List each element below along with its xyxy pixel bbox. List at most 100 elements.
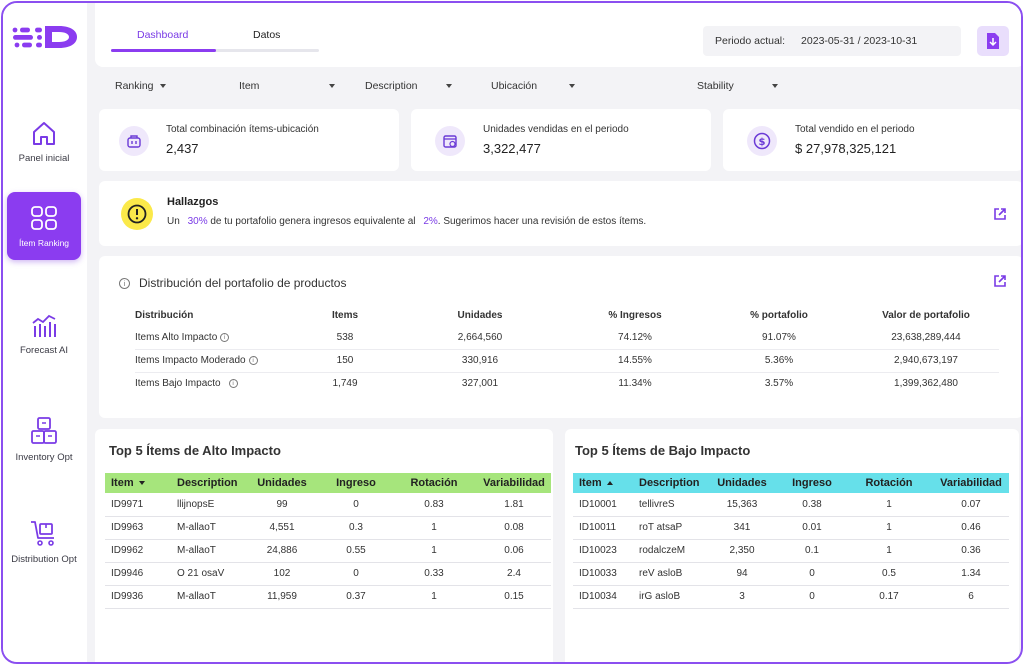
distribution-table: Distribución Items Unidades % Ingresos %… — [135, 304, 999, 395]
download-icon — [987, 33, 999, 49]
table-row[interactable]: ID10001 tellivreS 15,363 0.38 1 0.07 — [573, 493, 1009, 517]
table-cell: 0.15 — [477, 585, 551, 609]
column-header: Unidades — [457, 309, 503, 321]
tab-indicator — [111, 49, 319, 52]
table-cell: 0.33 — [391, 562, 477, 586]
table-header-row: Item Description Unidades Ingreso Rotaci… — [573, 473, 1009, 493]
row-label: Items Impacto Moderado — [135, 355, 246, 366]
table-cell: ID9971 — [105, 493, 171, 517]
table-row[interactable]: ID9936 M-allaoT 11,959 0.37 1 0.15 — [105, 585, 551, 609]
table-cell: 0.38 — [779, 493, 845, 517]
sidebar-item-label: Forecast AI — [19, 344, 69, 356]
table-cell: 0.1 — [779, 539, 845, 563]
column-header[interactable]: Unidades — [717, 477, 767, 489]
distribution-title: Distribución del portafolio de productos — [139, 276, 347, 290]
filter-stability[interactable]: Stability — [697, 80, 778, 92]
column-header: Distribución — [135, 309, 194, 321]
findings-highlight: 2% — [423, 216, 438, 227]
table-cell: 74.12% — [565, 326, 705, 350]
table-cell: 330,916 — [395, 349, 565, 373]
table-cell: O 21 osaV — [171, 562, 243, 586]
column-header: Items — [331, 309, 359, 321]
table-cell: 1 — [391, 516, 477, 540]
sidebar-item-panel-inicial[interactable]: Panel inicial — [7, 107, 81, 175]
table-cell: 0 — [779, 585, 845, 609]
kpi-value: 2,437 — [166, 141, 199, 156]
kpi-label: Unidades vendidas en el periodo — [483, 124, 629, 135]
table-row[interactable]: ID10034 irG asloB 3 0 0.17 6 — [573, 585, 1009, 609]
table-row[interactable]: ID9963 M-allaoT 4,551 0.3 1 0.08 — [105, 516, 551, 540]
cart-icon — [31, 520, 54, 546]
table-cell: 150 — [295, 349, 395, 373]
filter-item[interactable]: Item — [239, 80, 336, 92]
period-value: 2023-05-31 / 2023-10-31 — [801, 35, 918, 47]
info-icon[interactable]: i — [220, 332, 230, 342]
period-display: Periodo actual: 2023-05-31 / 2023-10-31 — [703, 26, 961, 56]
external-link-icon[interactable] — [993, 274, 1007, 288]
sort-header-item[interactable]: Item — [573, 473, 633, 493]
tab-datos[interactable]: Datos — [253, 29, 281, 41]
table-cell: 24,886 — [243, 539, 321, 563]
column-header[interactable]: Ingreso — [336, 477, 376, 489]
sort-desc-icon — [138, 481, 145, 486]
column-header[interactable]: Rotación — [410, 477, 458, 489]
download-button[interactable] — [977, 26, 1009, 56]
table-cell: 0.17 — [845, 585, 933, 609]
column-header[interactable]: Variabilidad — [940, 477, 1002, 489]
table-cell: 2.4 — [477, 562, 551, 586]
column-header[interactable]: Description — [639, 477, 700, 489]
distribution-card: i Distribución del portafolio de product… — [99, 256, 1021, 418]
svg-text:$: $ — [759, 137, 766, 148]
external-link-icon[interactable] — [993, 207, 1007, 221]
table-cell: 91.07% — [705, 326, 853, 350]
column-header[interactable]: Ingreso — [792, 477, 832, 489]
sort-header-item[interactable]: Item — [105, 473, 171, 493]
sidebar-item-distribution-opt[interactable]: Distribution Opt — [7, 507, 81, 575]
table-cell: ID9936 — [105, 585, 171, 609]
chevron-down-icon — [445, 84, 452, 88]
column-header[interactable]: Description — [177, 477, 238, 489]
table-cell: 15,363 — [705, 493, 779, 517]
kpi-value: 3,322,477 — [483, 141, 541, 156]
table-row[interactable]: ID9971 llijnopsE 99 0 0.83 1.81 — [105, 493, 551, 517]
table-cell: 6 — [933, 585, 1009, 609]
table-row[interactable]: ID10033 reV asloB 94 0 0.5 1.34 — [573, 562, 1009, 586]
sidebar-item-forecast-ai[interactable]: Forecast AI — [7, 299, 81, 367]
table-cell: ID10011 — [573, 516, 633, 540]
column-header[interactable]: Unidades — [257, 477, 307, 489]
kpi-card-units: Unidades vendidas en el periodo 3,322,47… — [411, 109, 711, 171]
table-row[interactable]: ID9946 O 21 osaV 102 0 0.33 2.4 — [105, 562, 551, 586]
kpi-label: Total combinación ítems-ubicación — [166, 124, 319, 135]
sidebar-item-item-ranking[interactable]: Ítem Ranking — [7, 192, 81, 260]
column-header: % portafolio — [750, 309, 808, 321]
sidebar-item-inventory-opt[interactable]: Inventory Opt — [7, 405, 81, 473]
column-header[interactable]: Rotación — [865, 477, 913, 489]
table-row[interactable]: ID10023 rodalczeM 2,350 0.1 1 0.36 — [573, 539, 1009, 563]
tab-dashboard[interactable]: Dashboard — [137, 29, 189, 41]
table-cell: 0.46 — [933, 516, 1009, 540]
kpi-card-combinations: Total combinación ítems-ubicación 2,437 — [99, 109, 399, 171]
filter-ranking[interactable]: Ranking — [115, 80, 224, 92]
table-row[interactable]: ID9962 M-allaoT 24,886 0.55 1 0.06 — [105, 539, 551, 563]
table-cell: irG asloB — [633, 585, 705, 609]
forecast-icon — [32, 314, 56, 337]
filter-ubicacion[interactable]: Ubicación — [491, 80, 576, 92]
column-header: Item — [111, 477, 134, 489]
filter-label: Stability — [697, 80, 734, 92]
info-icon[interactable]: i — [228, 379, 238, 389]
column-header[interactable]: Variabilidad — [483, 477, 545, 489]
table-cell: 341 — [705, 516, 779, 540]
findings-text-part: de tu portafolio genera ingresos equival… — [210, 216, 416, 227]
table-header-row: Distribución Items Unidades % Ingresos %… — [135, 304, 999, 326]
table-cell: 11.34% — [618, 378, 652, 390]
filter-description[interactable]: Description — [365, 80, 452, 92]
table-cell: 0 — [779, 562, 845, 586]
table-row[interactable]: ID10011 roT atsaP 341 0.01 1 0.46 — [573, 516, 1009, 540]
info-icon[interactable]: i — [248, 355, 258, 365]
table-cell: 3.57% — [764, 378, 794, 390]
top-low-table: Item Description Unidades Ingreso Rotaci… — [573, 473, 1009, 609]
chevron-down-icon — [569, 84, 576, 88]
table-cell: M-allaoT — [171, 516, 243, 540]
table-cell: 1 — [845, 493, 933, 517]
